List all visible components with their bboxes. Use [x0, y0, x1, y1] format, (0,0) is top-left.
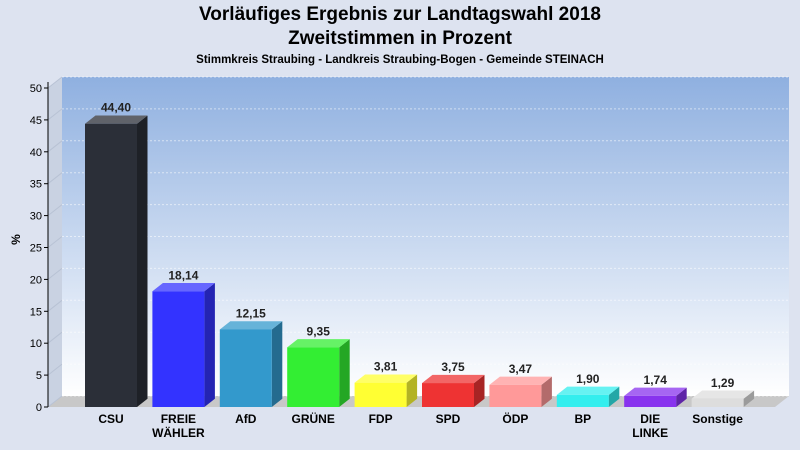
bar-value-label: 9,35: [307, 324, 331, 338]
bar-value-label: 44,40: [101, 101, 131, 115]
bar-side: [474, 374, 485, 407]
chart-title: Vorläufiges Ergebnis zur Landtagswahl 20…: [199, 4, 601, 25]
bar-front: [287, 347, 340, 407]
grid-line-side: [47, 268, 63, 280]
bar-side: [406, 374, 418, 407]
bar: [489, 376, 552, 407]
x-tick-label: CSU: [98, 412, 123, 426]
bar-top: [691, 390, 755, 399]
bar-top: [287, 339, 350, 348]
chart-subtitle: Zweitstimmen in Prozent: [288, 28, 512, 49]
bar-side: [339, 339, 350, 407]
y-tick-label: 35: [30, 179, 42, 191]
x-tick-label: GRÜNE: [292, 411, 335, 426]
bar-side: [608, 386, 620, 407]
bar-value-label: 1,90: [576, 372, 600, 386]
bar-front: [624, 395, 677, 407]
chart-region-subtitle: Stimmkreis Straubing - Landkreis Straubi…: [196, 54, 604, 66]
bar-front: [85, 123, 137, 407]
bar-front: [354, 382, 407, 407]
grid-line-side: [47, 236, 63, 248]
bar-top: [489, 376, 552, 385]
bar-side: [743, 390, 755, 407]
bar-top: [152, 283, 215, 292]
bar-side: [137, 115, 148, 407]
grid-line-side: [47, 76, 63, 89]
y-tick-label: 25: [30, 243, 42, 255]
bar-value-label: 1,29: [711, 376, 735, 390]
y-tick-label: 0: [36, 402, 42, 414]
x-tick-label: ÖDP: [502, 411, 528, 426]
y-tick-label: 20: [30, 274, 42, 286]
y-tick-label: 15: [30, 306, 42, 318]
grid-line-side: [47, 395, 63, 408]
bar-side: [676, 387, 687, 407]
x-tick-label: Sonstige: [692, 412, 743, 426]
bars: [85, 115, 755, 407]
grid-line-side: [47, 108, 63, 121]
y-tick-label: 50: [30, 83, 42, 95]
bar-front: [422, 383, 474, 407]
x-tick-label: DIE: [640, 412, 660, 426]
bar-top: [219, 321, 283, 330]
grid-line-side: [47, 363, 63, 376]
bar-top: [422, 374, 485, 384]
bar-front: [691, 398, 744, 407]
bar-front: [219, 329, 272, 407]
y-tick-label: 30: [30, 211, 42, 223]
y-tick-label: 10: [30, 338, 42, 350]
bar: [422, 374, 485, 407]
bar: [85, 115, 148, 407]
y-tick-label: 40: [30, 147, 42, 159]
x-tick-label: FDP: [369, 412, 393, 426]
bar-top: [354, 374, 418, 383]
bar-side: [271, 321, 283, 407]
y-axis-label: %: [9, 234, 23, 245]
grid-line-side: [47, 331, 63, 344]
bar-value-label: 3,81: [374, 360, 398, 374]
bar: [152, 283, 215, 407]
plot-back-wall: [62, 77, 789, 396]
bar: [219, 321, 283, 407]
bar-value-label: 1,74: [644, 373, 668, 387]
bar-top: [624, 387, 687, 396]
bar-top: [556, 386, 620, 395]
bar-value-label: 3,75: [441, 360, 465, 374]
x-tick-label: WÄHLER: [152, 425, 205, 440]
x-tick-label: LINKE: [632, 426, 668, 440]
grid-line-side: [47, 299, 63, 312]
bar-value-label: 18,14: [168, 268, 198, 282]
x-tick-label: AfD: [235, 412, 257, 426]
bar-side: [541, 376, 552, 407]
y-tick-label: 45: [30, 115, 42, 127]
bar-front: [152, 291, 205, 407]
bar: [287, 339, 350, 407]
grid-line-side: [47, 172, 63, 185]
y-axis: 0 5 10 15 20 25 30 35 40 45 50%: [9, 82, 49, 414]
x-tick-label: FREIE: [161, 412, 196, 426]
bar-value-label: 3,47: [509, 362, 533, 376]
bar: [624, 387, 687, 407]
grid-line-side: [47, 140, 63, 153]
bar-top: [85, 115, 148, 124]
y-tick-label: 5: [36, 370, 42, 382]
bar: [354, 374, 418, 407]
bar-side: [204, 283, 215, 407]
bar: [691, 390, 755, 407]
grid-line-side: [47, 204, 63, 216]
x-tick-label: BP: [574, 412, 591, 426]
bar: [556, 386, 620, 407]
bar-value-label: 12,15: [236, 306, 266, 320]
x-tick-label: SPD: [436, 412, 461, 426]
bar-front: [556, 394, 609, 407]
bar-front: [489, 384, 542, 407]
